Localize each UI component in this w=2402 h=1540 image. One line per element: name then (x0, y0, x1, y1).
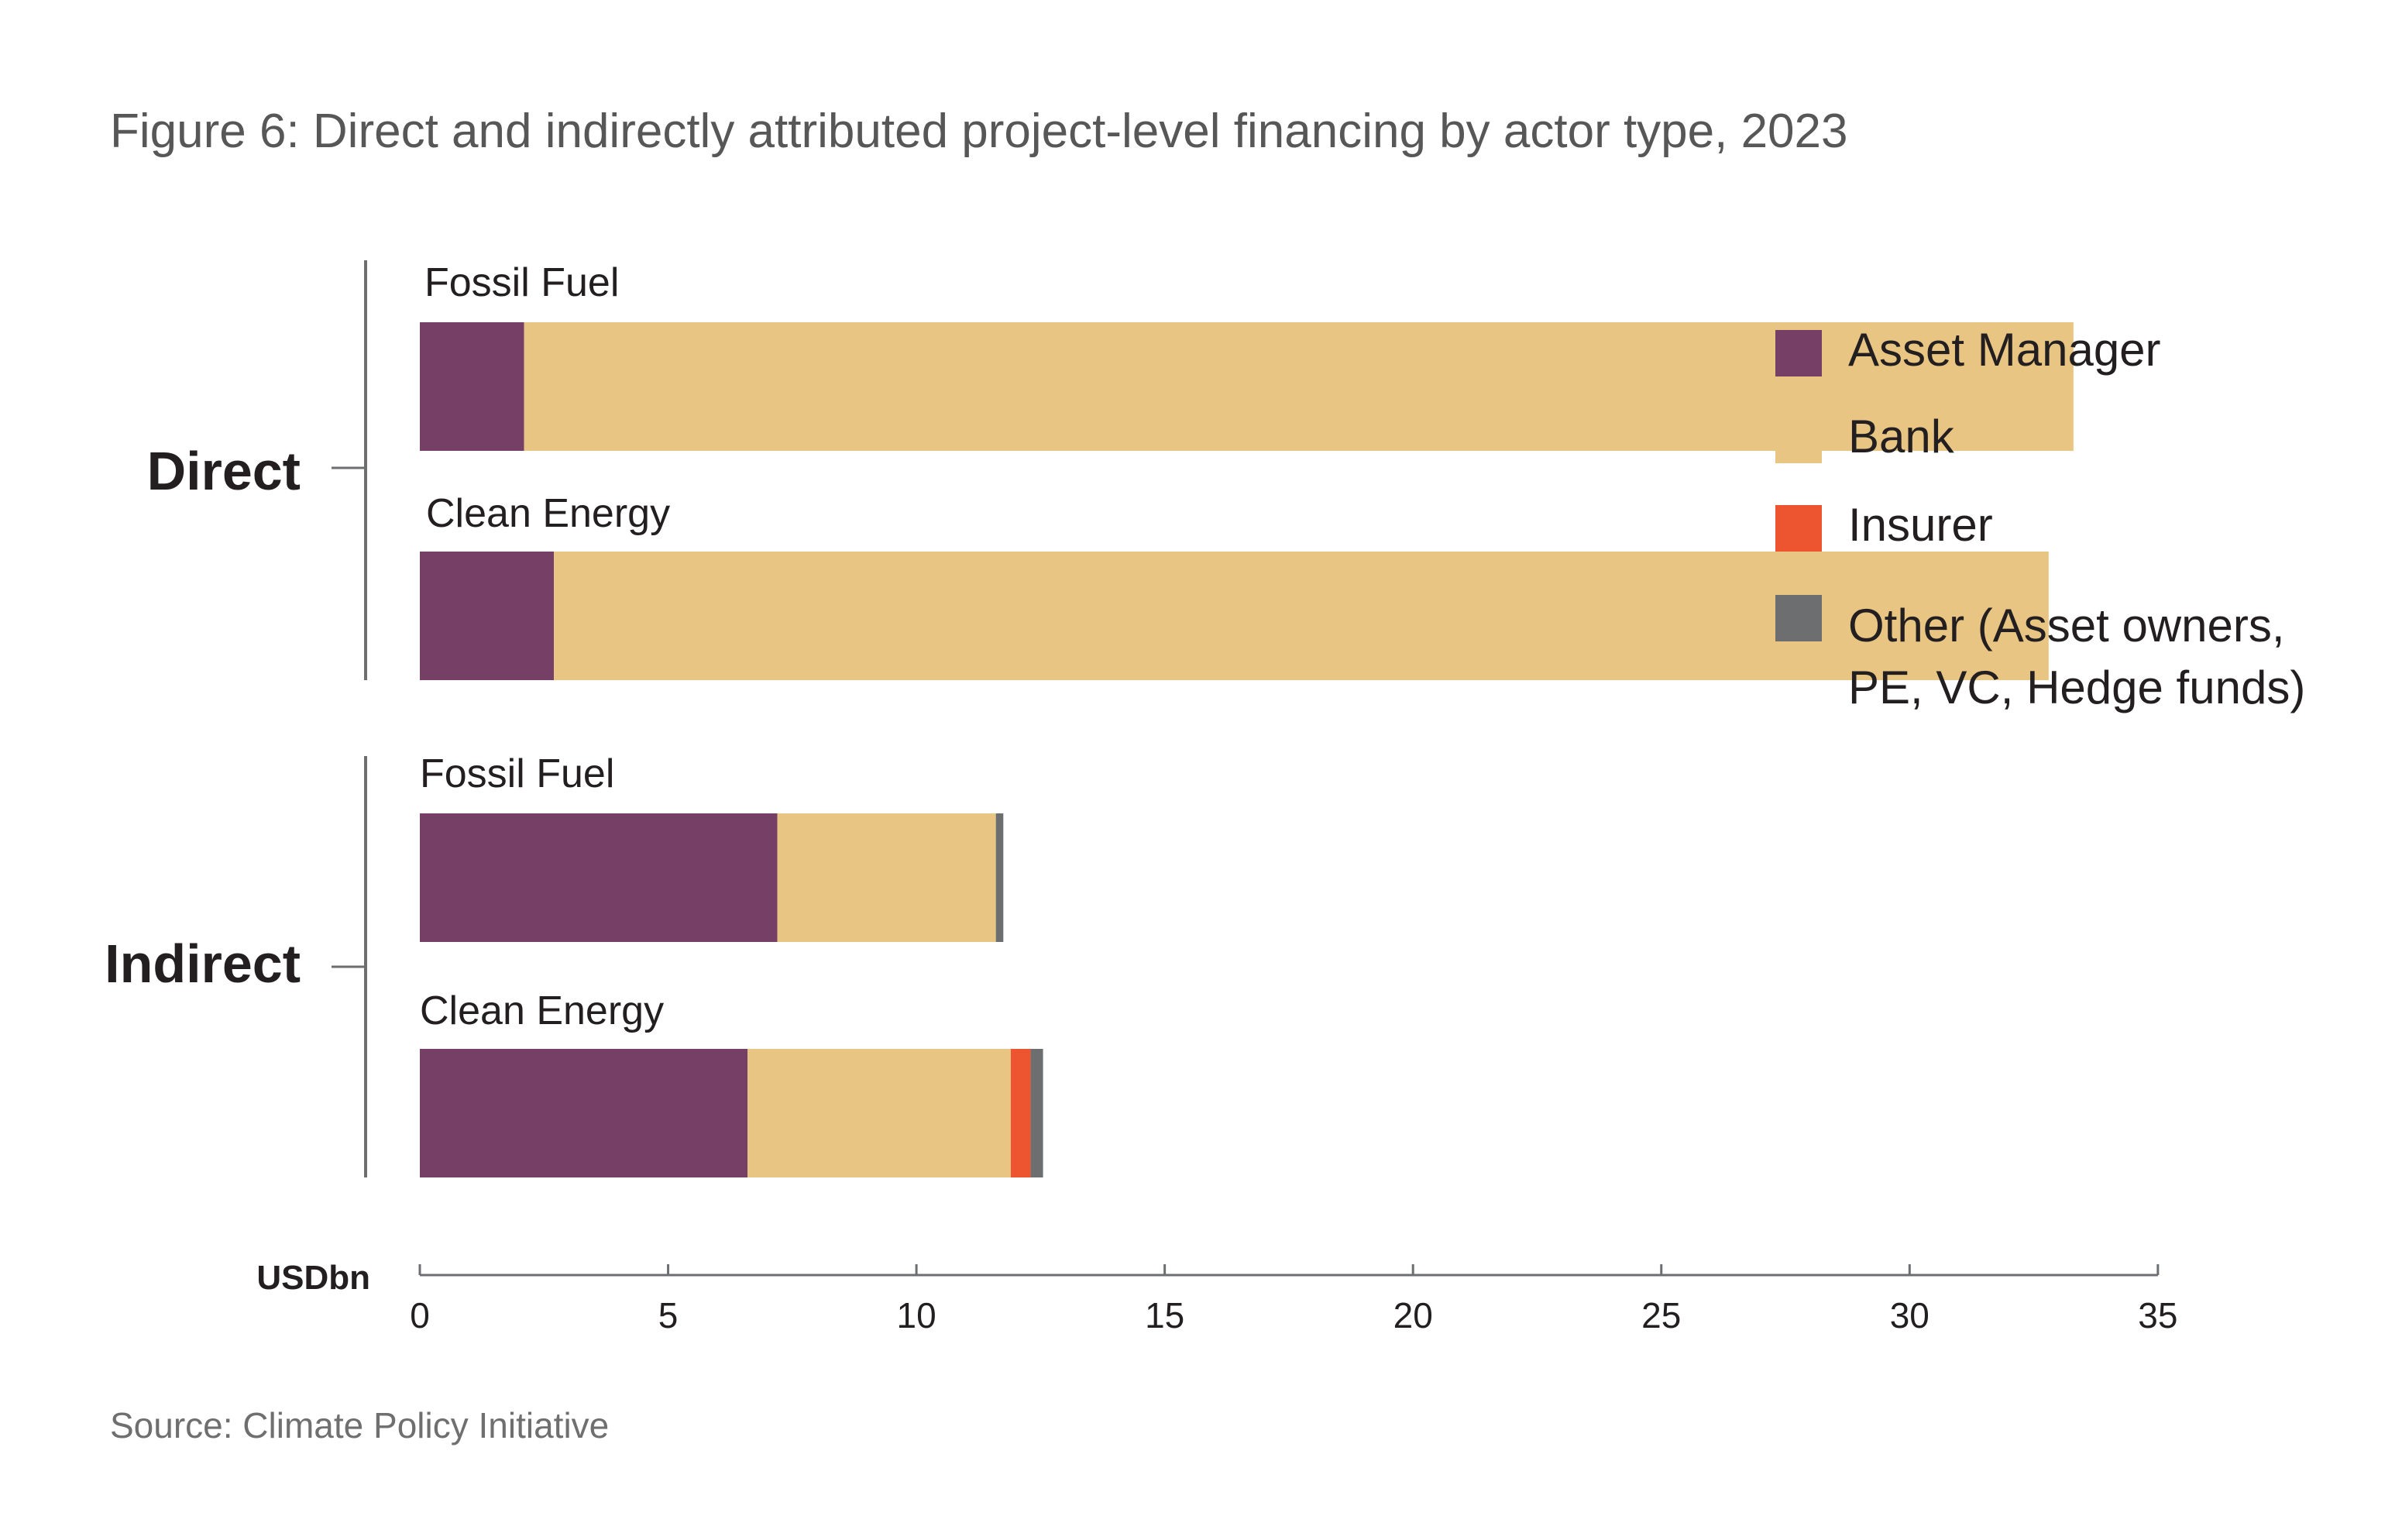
bar-segment-indirect-fossil-fuel-bank (777, 813, 996, 942)
x-tick-label-0: 0 (410, 1295, 430, 1335)
bar-segment-direct-fossil-fuel-bank (524, 322, 2074, 451)
bar-segment-indirect-fossil-fuel-asset-manager (420, 813, 778, 942)
legend-swatch-other (1775, 595, 1822, 641)
legend-swatch-insurer (1775, 505, 1822, 552)
legend-label-asset-manager: Asset Manager (1848, 324, 2161, 376)
legend-swatch-bank (1775, 417, 1822, 463)
legend-label-bank: Bank (1848, 411, 1955, 462)
group-label-indirect: Indirect (105, 933, 301, 994)
x-tick-label-20: 20 (1393, 1295, 1433, 1335)
bar-segment-indirect-clean-energy-asset-manager (420, 1049, 748, 1177)
x-tick-label-10: 10 (897, 1295, 936, 1335)
bar-groups: Direct Fossil Fuel Clean Energy Indirect Fos… (105, 260, 2074, 1177)
bar-label-direct-clean-energy: Clean Energy (426, 491, 670, 536)
bar-label-direct-fossil-fuel: Fossil Fuel (424, 260, 619, 305)
source-note: Source: Climate Policy Initiative (110, 1405, 609, 1445)
bar-label-indirect-fossil-fuel: Fossil Fuel (420, 751, 614, 796)
chart-title: Figure 6: Direct and indirectly attribut… (110, 105, 1848, 158)
x-tick-label-5: 5 (658, 1295, 679, 1335)
legend: Asset Manager Bank Insurer Other (Asset own… (1775, 324, 2305, 713)
x-tick-label-25: 25 (1641, 1295, 1681, 1335)
legend-label-insurer: Insurer (1848, 499, 1993, 551)
bar-segment-direct-fossil-fuel-asset-manager (420, 322, 524, 451)
x-tick-label-35: 35 (2138, 1295, 2177, 1335)
bar-segment-direct-clean-energy-bank (554, 552, 2049, 680)
bar-segment-indirect-clean-energy-insurer (1010, 1049, 1031, 1177)
x-tick-label-30: 30 (1890, 1295, 1930, 1335)
legend-label-other: Other (Asset owners, PE, VC, Hedge funds) (1848, 600, 2305, 713)
bar-segment-indirect-clean-energy-other (1030, 1049, 1043, 1177)
bar-segment-indirect-clean-energy-bank (747, 1049, 1011, 1177)
x-axis-unit-label: USDbn (256, 1259, 370, 1297)
bar-segment-indirect-fossil-fuel-other (995, 813, 1004, 942)
bar-segment-direct-clean-energy-asset-manager (420, 552, 555, 680)
group-label-direct: Direct (147, 441, 301, 501)
bar-label-indirect-clean-energy: Clean Energy (420, 988, 664, 1033)
x-tick-label-15: 15 (1145, 1295, 1184, 1335)
legend-swatch-asset-manager (1775, 330, 1822, 376)
x-axis: USDbn 0 5 10 15 20 25 30 35 (256, 1259, 2177, 1335)
